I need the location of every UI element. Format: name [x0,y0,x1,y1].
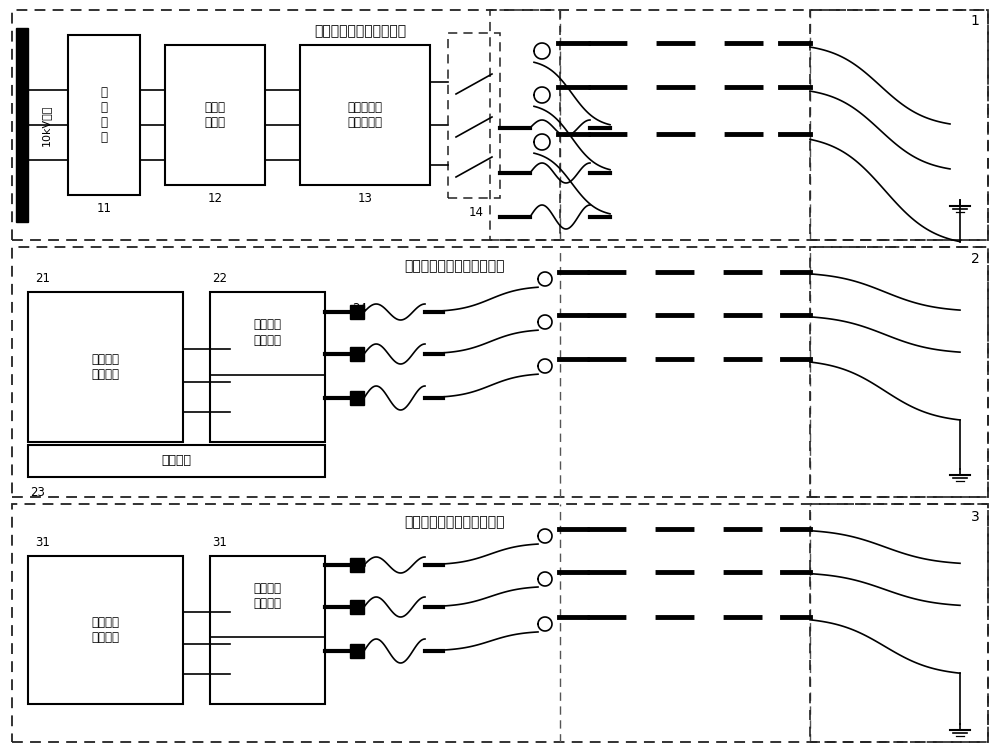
Text: 23: 23 [31,486,45,498]
Bar [28,445,325,477]
Bar [12,10,988,240]
Bar [350,600,364,614]
Bar [350,644,364,658]
Bar [12,504,988,742]
Text: 24: 24 [352,303,368,315]
Bar [210,556,325,704]
Text: 14: 14 [468,205,484,219]
Text: 21: 21 [36,271,50,285]
Text: 3: 3 [971,510,979,524]
Text: 第一融冰
整流装置: 第一融冰 整流装置 [254,318,282,347]
Text: 1: 1 [971,14,979,28]
Text: 融冰保
护装置: 融冰保 护装置 [205,101,226,129]
Bar [16,28,28,222]
Text: 短支线便携式直流融冰单元: 短支线便携式直流融冰单元 [405,515,505,529]
Bar [448,33,500,198]
Bar [12,247,988,497]
Bar [350,558,364,572]
Text: 车载底盘: 车载底盘 [162,454,192,468]
Text: 移动融冰
发电装置: 移动融冰 发电装置 [92,353,120,381]
Text: 12: 12 [208,193,222,205]
Text: 22: 22 [212,271,228,285]
Bar [810,247,988,497]
Text: 11: 11 [96,202,112,215]
Bar [490,10,560,240]
Text: 便携融冰
发电装置: 便携融冰 发电装置 [92,616,120,644]
Text: 33: 33 [353,557,367,571]
Bar [350,305,364,319]
Text: 10kV母线: 10kV母线 [41,105,51,146]
Text: 13: 13 [358,193,372,205]
Bar [28,556,183,704]
Text: 31: 31 [36,536,50,548]
Text: 主线固定式交流融冰单元: 主线固定式交流融冰单元 [314,24,406,38]
Bar [350,391,364,405]
Text: 2: 2 [971,252,979,266]
Bar [810,10,988,240]
Bar [810,504,988,742]
Text: 长支线移动式直流融冰单元: 长支线移动式直流融冰单元 [405,259,505,273]
Text: 固定融冰电
压输出装置: 固定融冰电 压输出装置 [348,101,382,129]
Text: 融
冰
开
关: 融 冰 开 关 [100,86,108,144]
Bar [350,347,364,361]
Bar [28,292,183,442]
Bar [210,292,325,442]
Text: 31: 31 [213,536,227,548]
Bar [300,45,430,185]
Bar [165,45,265,185]
Bar [68,35,140,195]
Text: 第二融冰
整流装置: 第二融冰 整流装置 [254,582,282,610]
